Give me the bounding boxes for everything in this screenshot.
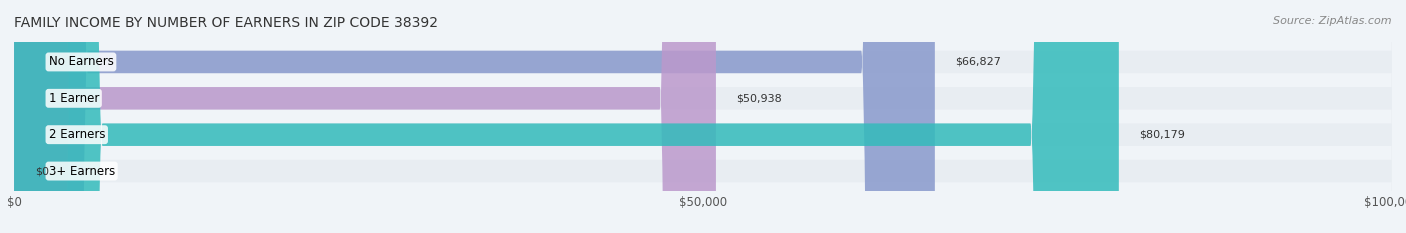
Text: No Earners: No Earners: [48, 55, 114, 69]
Text: 3+ Earners: 3+ Earners: [48, 164, 115, 178]
FancyBboxPatch shape: [14, 0, 1392, 233]
Text: $66,827: $66,827: [956, 57, 1001, 67]
Text: $50,938: $50,938: [737, 93, 782, 103]
FancyBboxPatch shape: [14, 0, 1392, 233]
Text: $80,179: $80,179: [1139, 130, 1185, 140]
FancyBboxPatch shape: [14, 0, 716, 233]
FancyBboxPatch shape: [14, 0, 935, 233]
Text: 2 Earners: 2 Earners: [48, 128, 105, 141]
FancyBboxPatch shape: [14, 0, 1392, 233]
Text: Source: ZipAtlas.com: Source: ZipAtlas.com: [1274, 16, 1392, 26]
FancyBboxPatch shape: [14, 0, 1392, 233]
FancyBboxPatch shape: [14, 0, 1119, 233]
Text: $0: $0: [35, 166, 49, 176]
Text: FAMILY INCOME BY NUMBER OF EARNERS IN ZIP CODE 38392: FAMILY INCOME BY NUMBER OF EARNERS IN ZI…: [14, 16, 439, 30]
Text: 1 Earner: 1 Earner: [48, 92, 98, 105]
